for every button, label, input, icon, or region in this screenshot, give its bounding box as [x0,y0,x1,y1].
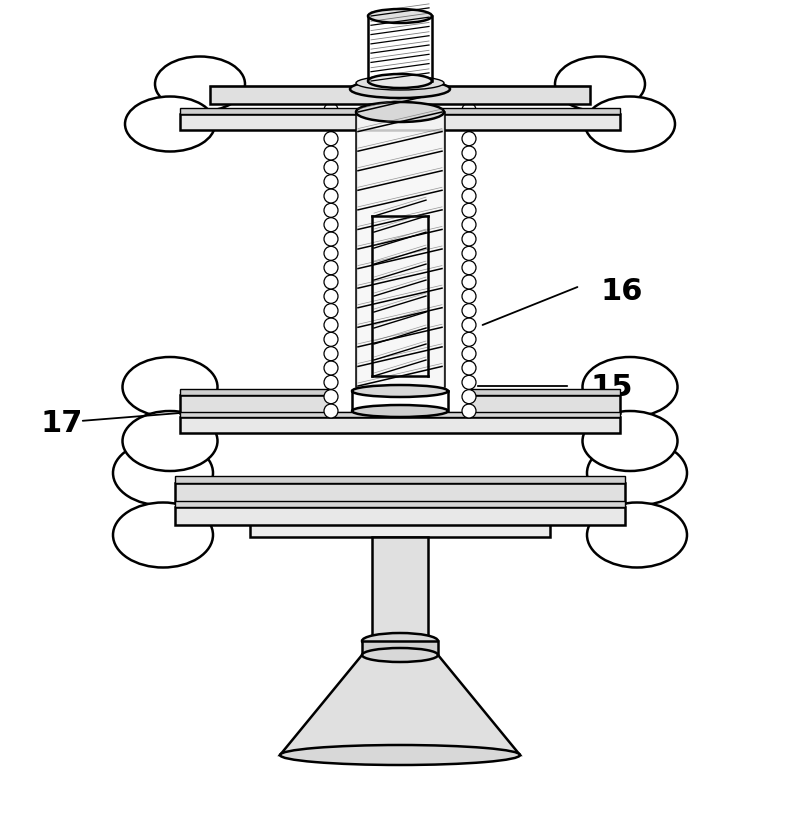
Circle shape [462,146,476,160]
Bar [175,501,625,507]
Circle shape [462,203,476,217]
Circle shape [324,160,338,175]
Circle shape [462,404,476,418]
Circle shape [324,290,338,304]
Text: 17: 17 [40,409,82,437]
Circle shape [462,246,476,260]
Circle shape [462,332,476,346]
Bar [250,497,550,515]
Circle shape [324,332,338,346]
Ellipse shape [280,745,520,765]
Circle shape [324,347,338,361]
Ellipse shape [113,503,213,567]
Circle shape [324,175,338,188]
Circle shape [324,189,338,203]
Circle shape [462,318,476,332]
Circle shape [324,304,338,317]
Circle shape [462,347,476,361]
Circle shape [324,131,338,146]
Ellipse shape [352,405,448,417]
Ellipse shape [585,96,675,152]
Circle shape [462,131,476,146]
Bar [180,417,620,433]
Circle shape [324,118,338,131]
Ellipse shape [122,357,218,417]
Bar [210,86,590,104]
Circle shape [324,232,338,246]
Circle shape [462,103,476,117]
Polygon shape [280,655,520,755]
Circle shape [324,375,338,389]
Text: 15: 15 [590,374,633,402]
Circle shape [462,175,476,188]
Ellipse shape [356,102,444,122]
Ellipse shape [582,357,678,417]
Circle shape [462,260,476,275]
Bar [180,395,620,413]
Ellipse shape [582,411,678,471]
Ellipse shape [122,411,218,471]
Bar [180,389,620,395]
Ellipse shape [368,9,432,23]
Circle shape [324,146,338,160]
Circle shape [462,118,476,131]
Circle shape [462,361,476,375]
Ellipse shape [352,385,448,397]
Circle shape [462,189,476,203]
Ellipse shape [587,503,687,567]
Circle shape [462,390,476,404]
Circle shape [324,218,338,232]
Circle shape [462,290,476,304]
Ellipse shape [362,633,438,649]
Ellipse shape [362,648,438,662]
Circle shape [462,275,476,289]
Text: 16: 16 [600,277,642,305]
Bar [250,516,550,521]
Bar [175,507,625,525]
Ellipse shape [125,96,215,152]
Circle shape [462,160,476,175]
Circle shape [324,318,338,332]
Circle shape [462,304,476,317]
Circle shape [324,275,338,289]
Ellipse shape [555,56,645,112]
Circle shape [462,375,476,389]
Bar [175,483,625,503]
Circle shape [324,404,338,418]
Bar [372,537,428,641]
Bar [250,521,550,537]
Circle shape [324,103,338,117]
Ellipse shape [356,76,444,90]
Bar [180,412,620,417]
Ellipse shape [155,56,245,112]
Bar [175,476,625,483]
Bar [362,641,438,655]
Circle shape [324,390,338,404]
Ellipse shape [587,441,687,505]
Ellipse shape [368,74,432,88]
Circle shape [324,246,338,260]
Ellipse shape [350,80,450,98]
Bar [180,108,620,114]
Circle shape [462,218,476,232]
Circle shape [324,203,338,217]
Circle shape [324,260,338,275]
Circle shape [324,361,338,375]
Circle shape [462,232,476,246]
Bar [250,491,550,497]
Ellipse shape [113,441,213,505]
Bar [180,114,620,130]
Bar [333,110,467,411]
